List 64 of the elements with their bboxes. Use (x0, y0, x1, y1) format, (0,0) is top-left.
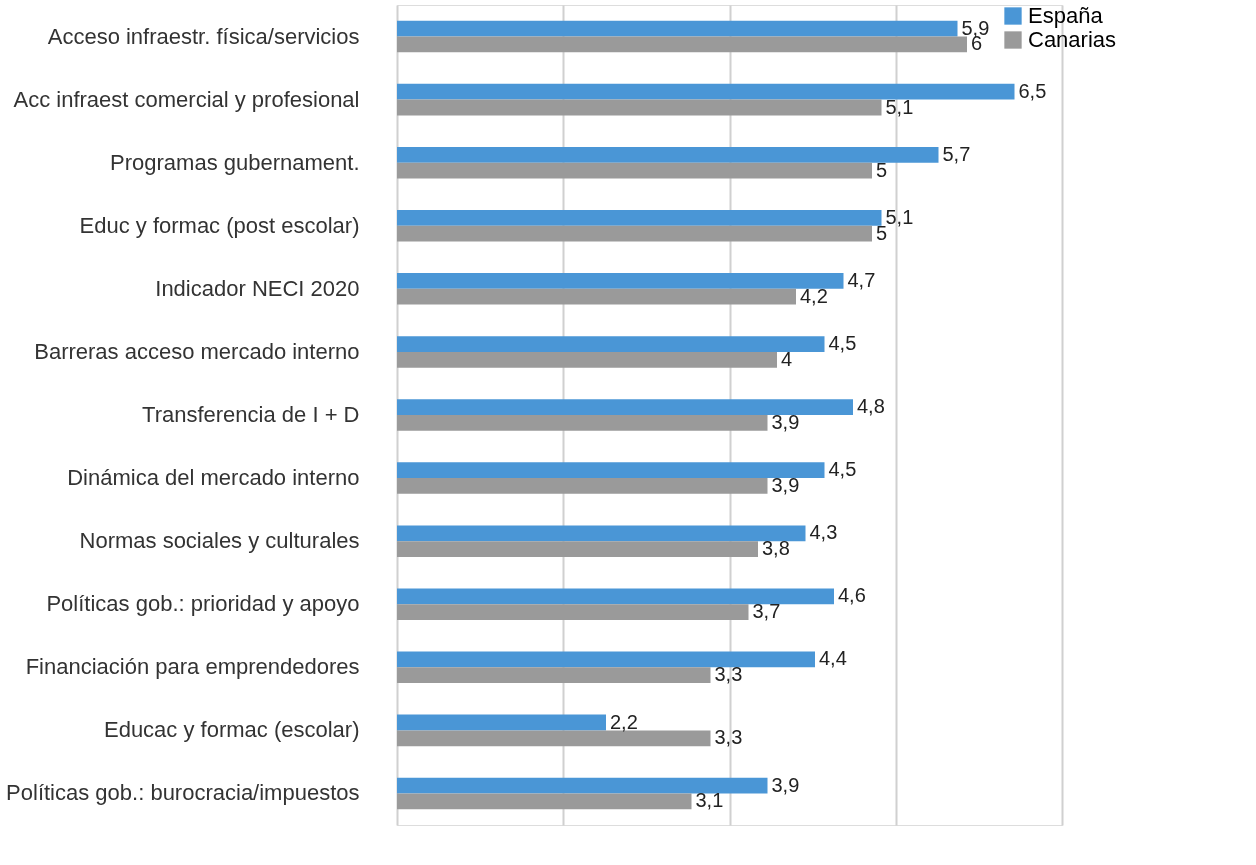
bar (397, 415, 768, 431)
y-tick-label: Transferencia de I + D (142, 402, 360, 427)
bar (397, 146, 939, 163)
bar (397, 288, 796, 305)
y-tick-label: Programas gubernament. (110, 149, 360, 175)
y-tick-label: Normas sociales y culturales (79, 528, 360, 554)
y-tick-label: Dinámica del mercado interno (67, 465, 360, 491)
bar (397, 99, 882, 116)
bar (397, 793, 692, 810)
y-tick-label: Educ y formac (post escolar) (79, 212, 360, 238)
bar (397, 20, 958, 37)
bar (397, 225, 872, 242)
data-label: 3,9 (771, 773, 800, 796)
data-label: 4,4 (819, 647, 847, 670)
bar (397, 36, 967, 53)
data-label: 4,3 (809, 521, 838, 544)
data-label: 3,3 (714, 726, 743, 749)
legend-label: Canarias (1028, 27, 1117, 52)
y-tick-label: Indicador NECI 2020 (155, 275, 360, 301)
bar (397, 83, 1015, 100)
bar (397, 210, 882, 226)
y-tick-label: Educac y formac (escolar) (103, 717, 360, 743)
y-tick-label: Políticas gob.: burocracia/impuestos (6, 780, 360, 806)
bar (397, 478, 768, 494)
bar (397, 604, 749, 620)
data-label: 5,1 (885, 205, 914, 228)
bar (397, 588, 834, 605)
bar (397, 336, 825, 352)
bar (397, 162, 872, 179)
bar (397, 730, 711, 747)
data-label: 3,3 (714, 663, 743, 686)
data-label: 3,8 (762, 537, 790, 560)
data-label: 4,5 (828, 458, 857, 481)
bar (397, 667, 711, 684)
data-label: 5,7 (942, 142, 971, 165)
data-label: 4,8 (857, 395, 885, 418)
data-label: 4,2 (800, 284, 828, 307)
legend-label: España (1028, 3, 1104, 28)
bar (397, 399, 853, 415)
y-tick-label: Políticas gob.: prioridad y apoyo (46, 591, 360, 617)
bar (397, 541, 758, 557)
data-label: 3,9 (771, 473, 800, 496)
bar (397, 462, 825, 479)
bar (397, 351, 777, 368)
y-tick-label: Barreras acceso mercado interno (34, 338, 360, 364)
bar (397, 714, 606, 731)
data-label: 4,7 (847, 268, 876, 291)
bar (397, 525, 806, 542)
data-label: 4,6 (838, 584, 866, 607)
bar (397, 273, 844, 289)
data-label: 4 (781, 347, 793, 370)
data-label: 3,7 (752, 600, 781, 623)
data-label: 4,5 (828, 332, 857, 355)
y-tick-label: Acceso infraestr. física/servicios (47, 23, 360, 49)
bar (397, 777, 768, 794)
data-label: 5,1 (885, 95, 914, 118)
data-label: 3,1 (695, 789, 724, 812)
data-label: 6,5 (1018, 79, 1047, 102)
y-tick-label: Financiación para emprendedores (25, 654, 360, 680)
data-label: 3,9 (771, 410, 800, 433)
data-label: 2,2 (610, 710, 638, 733)
y-tick-label: Acc infraest comercial y profesional (13, 86, 360, 112)
bar (397, 651, 815, 668)
data-label: 5 (876, 158, 888, 181)
